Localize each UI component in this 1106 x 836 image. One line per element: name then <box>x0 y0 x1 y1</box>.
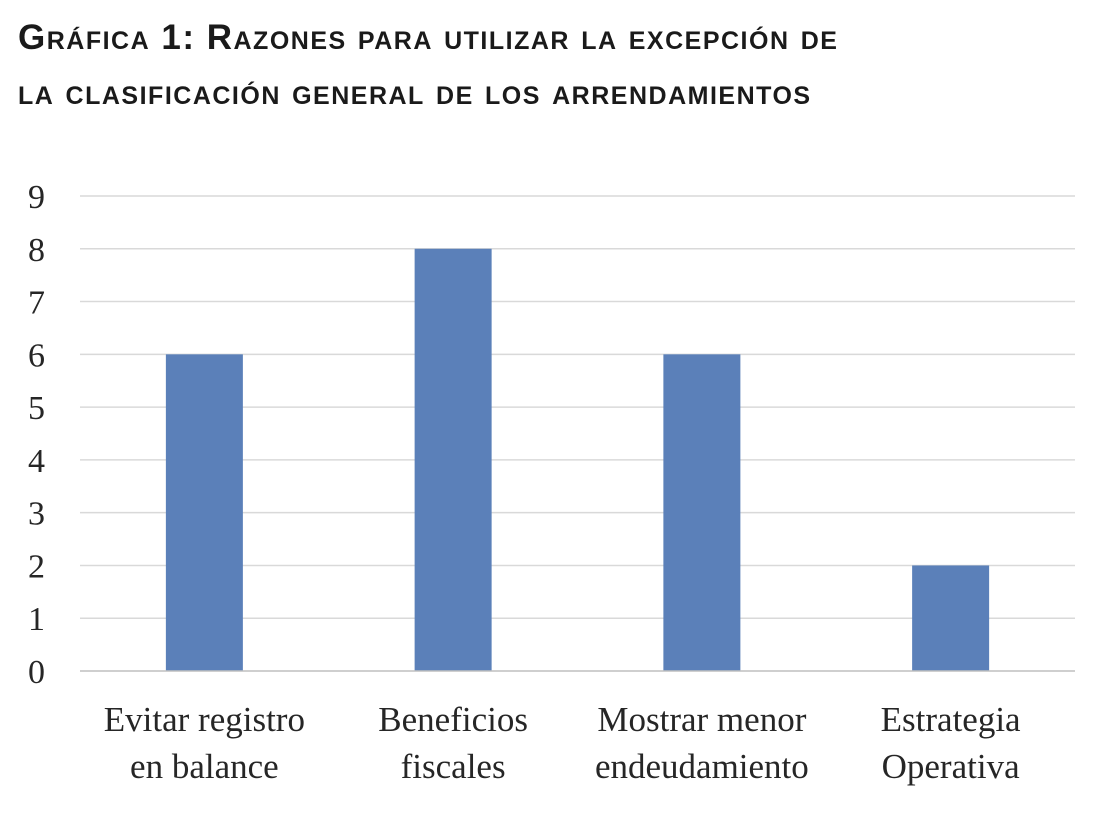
x-category-label-line: endeudamiento <box>595 747 809 786</box>
x-category-label-line: Estrategia <box>881 700 1021 739</box>
gridlines <box>80 195 1075 619</box>
x-category-label-line: Operativa <box>882 747 1020 786</box>
x-category-label-line: Beneficios <box>378 700 528 739</box>
bar <box>912 565 990 671</box>
y-tick-label: 2 <box>28 548 45 585</box>
bar <box>663 354 741 671</box>
bars <box>165 248 990 671</box>
x-category-label: Evitar registro en balance <box>104 700 305 786</box>
x-category-label-line: Evitar registro <box>104 700 305 739</box>
chart-title-line-1: Gráfica 1: Razones para utilizar la exce… <box>18 18 839 57</box>
x-axis-category-labels: Evitar registro en balance Beneficios fisca… <box>104 700 1021 786</box>
x-category-label-line: en balance <box>130 747 279 786</box>
chart-title-line-2: la clasificación general de los arrendam… <box>18 73 812 112</box>
x-category-label: Mostrar menor endeudamiento <box>595 700 809 786</box>
y-tick-label: 4 <box>28 443 45 480</box>
y-tick-label: 7 <box>28 285 45 322</box>
y-axis-tick-labels: 0 1 2 3 4 5 6 7 8 9 <box>28 179 45 691</box>
bar <box>165 354 243 671</box>
y-tick-label: 1 <box>28 601 45 638</box>
x-category-label: Estrategia Operativa <box>881 700 1021 786</box>
y-tick-label: 3 <box>28 496 45 533</box>
y-tick-label: 8 <box>28 232 45 269</box>
x-category-label: Beneficios fiscales <box>378 700 528 786</box>
y-tick-label: 9 <box>28 179 45 216</box>
y-tick-label: 5 <box>28 390 45 427</box>
y-tick-label: 6 <box>28 337 45 374</box>
bar <box>414 248 492 671</box>
x-category-label-line: fiscales <box>401 747 506 786</box>
y-tick-label: 0 <box>28 654 45 691</box>
chart-title: Gráfica 1: Razones para utilizar la exce… <box>18 10 1098 120</box>
x-category-label-line: Mostrar menor <box>597 700 806 739</box>
